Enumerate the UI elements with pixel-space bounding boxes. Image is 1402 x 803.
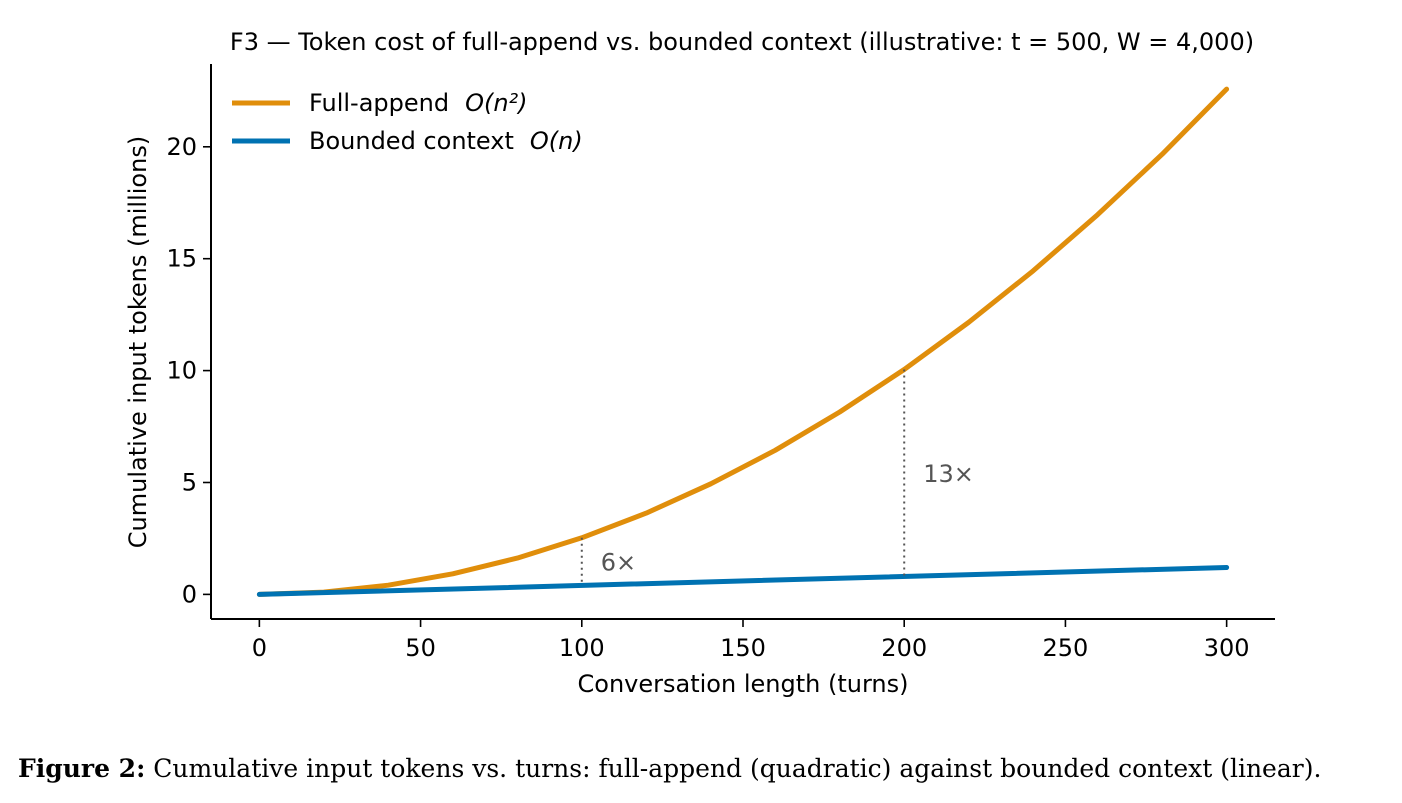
x-tick-label: 100 bbox=[559, 634, 605, 662]
series-line-full-append bbox=[256, 86, 1230, 597]
series-layer bbox=[256, 86, 1230, 597]
x-tick-label: 0 bbox=[252, 634, 267, 662]
axes: 0 50 100 150 200 250 300 0 5 10 15 20 bbox=[166, 64, 1275, 662]
y-tick-label: 20 bbox=[166, 133, 197, 161]
annotation-ratio-label: 13× bbox=[923, 460, 974, 488]
figure-caption: Figure 2: Cumulative input tokens vs. tu… bbox=[18, 754, 1398, 783]
chart-title: F3 — Token cost of full-append vs. bound… bbox=[230, 28, 1254, 56]
legend-label: Bounded context O(n) bbox=[309, 127, 583, 155]
caption-text: Cumulative input tokens vs. turns: full-… bbox=[145, 754, 1322, 783]
x-tick-label: 200 bbox=[881, 634, 927, 662]
annotation-layer: 6× 13× bbox=[580, 369, 974, 586]
y-tick-label: 10 bbox=[166, 357, 197, 385]
y-tick-label: 15 bbox=[166, 245, 197, 273]
x-tick-label: 150 bbox=[720, 634, 766, 662]
legend: Full-append O(n²) Bounded context O(n) bbox=[232, 89, 583, 155]
y-tick-label: 5 bbox=[182, 468, 197, 496]
x-tick-label: 50 bbox=[405, 634, 436, 662]
y-axis-label: Cumulative input tokens (millions) bbox=[124, 136, 152, 548]
x-tick-label: 300 bbox=[1204, 634, 1250, 662]
series-line-bounded-context bbox=[256, 565, 1230, 597]
x-tick-label: 250 bbox=[1043, 634, 1089, 662]
legend-label: Full-append O(n²) bbox=[309, 89, 528, 117]
y-tick-label: 0 bbox=[182, 580, 197, 608]
caption-label: Figure 2: bbox=[18, 754, 146, 783]
annotation-ratio-label: 6× bbox=[601, 549, 636, 577]
chart: F3 — Token cost of full-append vs. bound… bbox=[124, 28, 1275, 698]
x-axis-label: Conversation length (turns) bbox=[578, 670, 909, 698]
